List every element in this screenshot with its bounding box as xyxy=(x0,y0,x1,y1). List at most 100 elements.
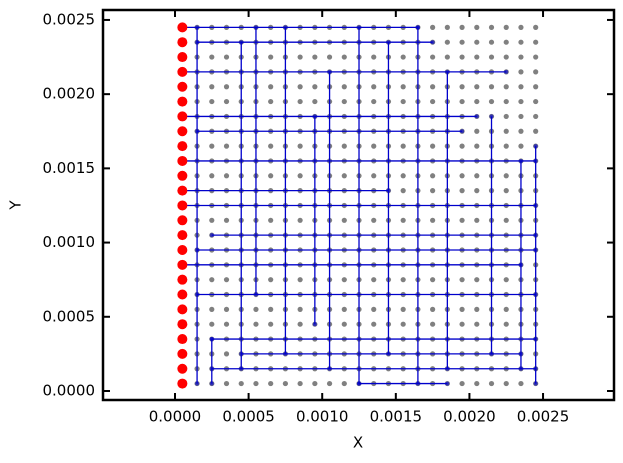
y-tick-label: 0.0005 xyxy=(43,307,96,325)
lattice-node xyxy=(430,173,436,179)
inlet-node xyxy=(177,22,188,33)
lattice-node xyxy=(459,54,465,60)
lattice-node xyxy=(341,277,347,283)
lattice-node xyxy=(209,321,215,327)
edge-node xyxy=(312,322,317,327)
lattice-node xyxy=(518,24,524,30)
lattice-node xyxy=(371,217,377,223)
inlet-node xyxy=(177,66,188,77)
lattice-node xyxy=(444,24,450,30)
lattice-node xyxy=(474,217,480,223)
lattice-node xyxy=(253,380,259,387)
lattice-node xyxy=(430,188,436,194)
lattice-node xyxy=(444,54,450,60)
inlet-node xyxy=(177,363,188,374)
edge-node xyxy=(327,69,332,74)
inlet-node xyxy=(177,348,188,359)
lattice-node xyxy=(474,39,480,45)
lattice-node xyxy=(268,217,274,223)
lattice-node xyxy=(503,173,509,179)
edge-node xyxy=(283,25,288,30)
lattice-node xyxy=(209,277,215,283)
lattice-node xyxy=(371,84,377,90)
lattice-node xyxy=(474,321,480,327)
lattice-node xyxy=(297,277,303,283)
lattice-node xyxy=(223,54,230,60)
lattice-node xyxy=(209,143,215,149)
edge-node xyxy=(430,40,435,45)
lattice-node xyxy=(459,217,465,223)
lattice-node xyxy=(297,173,303,179)
lattice-node xyxy=(253,306,259,312)
lattice-node xyxy=(371,143,377,149)
lattice-node xyxy=(488,84,495,90)
lattice-node xyxy=(371,277,377,283)
lattice-node xyxy=(533,69,539,75)
lattice-node xyxy=(223,306,230,312)
edge-node xyxy=(489,351,494,356)
lattice-node xyxy=(209,306,215,312)
lattice-node xyxy=(430,306,436,312)
lattice-node xyxy=(518,143,524,149)
lattice-node xyxy=(371,306,377,312)
lattice-node xyxy=(400,217,406,223)
lattice-node xyxy=(400,188,406,194)
lattice-node xyxy=(474,306,480,312)
lattice-node xyxy=(268,98,274,105)
lattice-node xyxy=(400,173,406,179)
edge-node xyxy=(386,40,391,45)
y-tick-label: 0.0000 xyxy=(43,381,96,399)
lattice-node xyxy=(268,54,274,60)
lattice-node xyxy=(430,98,436,105)
inlet-node xyxy=(177,81,188,92)
edge-node xyxy=(489,114,494,119)
lattice-node xyxy=(518,54,524,60)
inlet-node xyxy=(177,378,188,389)
lattice-node xyxy=(430,217,436,223)
lattice-node xyxy=(533,98,539,105)
edge-node xyxy=(533,144,538,149)
lattice-node xyxy=(341,143,347,149)
lattice-node xyxy=(503,39,509,45)
lattice-node xyxy=(268,173,274,179)
lattice-node xyxy=(459,98,465,105)
lattice-node xyxy=(459,39,465,45)
edge-node xyxy=(209,233,214,238)
lattice-node xyxy=(533,39,539,45)
lattice-node xyxy=(430,84,436,90)
lattice-node xyxy=(503,277,509,283)
lattice-node xyxy=(341,306,347,312)
edge-node xyxy=(415,381,420,386)
edge-node xyxy=(386,351,391,356)
lattice-node xyxy=(268,306,274,312)
lattice-node xyxy=(223,277,230,283)
inlet-node xyxy=(177,96,188,107)
lattice-node xyxy=(518,69,524,75)
x-tick-label: 0.0010 xyxy=(296,408,349,426)
inlet-node xyxy=(177,52,188,63)
lattice-node xyxy=(223,351,230,357)
plot-frame xyxy=(101,8,616,402)
lattice-node xyxy=(488,380,495,387)
lattice-node xyxy=(459,306,465,312)
lattice-node xyxy=(474,173,480,179)
lattice-node xyxy=(268,380,274,387)
lattice-node xyxy=(400,54,406,60)
lattice-node xyxy=(209,217,215,223)
edge-node xyxy=(357,25,362,30)
lattice-node xyxy=(533,24,539,30)
lattice-node xyxy=(297,306,303,312)
lattice-node xyxy=(223,98,230,105)
lattice-node xyxy=(503,188,509,194)
lattice-node xyxy=(209,54,215,60)
x-axis-label: X xyxy=(353,434,363,452)
lattice-node xyxy=(474,277,480,283)
lattice-node xyxy=(474,24,480,30)
lattice-node xyxy=(459,380,465,387)
lattice-node xyxy=(253,321,259,327)
inlet-node xyxy=(177,289,188,300)
lattice-node xyxy=(341,54,347,60)
lattice-node xyxy=(503,98,509,105)
inlet-node xyxy=(177,334,188,345)
